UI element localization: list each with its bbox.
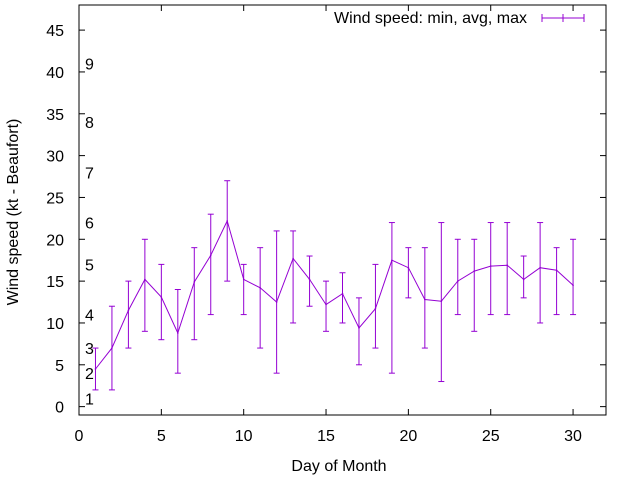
avg-point xyxy=(456,280,459,282)
error-bar xyxy=(306,255,313,307)
error-bar xyxy=(125,280,132,349)
error-bar xyxy=(257,247,264,349)
beaufort-label: 8 xyxy=(85,115,94,132)
avg-point xyxy=(407,266,410,269)
y-tick-label: 45 xyxy=(46,23,64,40)
error-bar xyxy=(504,222,511,316)
error-bar xyxy=(224,180,231,282)
error-bar xyxy=(537,222,544,324)
error-bar xyxy=(487,222,494,316)
y-axis-label: Wind speed (kt - Beaufort) xyxy=(5,119,22,306)
x-tick-label: 20 xyxy=(399,428,417,445)
beaufort-label: 4 xyxy=(85,308,94,325)
error-bar xyxy=(191,247,198,341)
x-tick-label: 30 xyxy=(564,428,582,445)
avg-point xyxy=(341,292,344,295)
avg-point xyxy=(177,332,179,334)
error-bar xyxy=(158,263,165,341)
beaufort-label: 7 xyxy=(85,165,94,182)
avg-point xyxy=(111,347,113,349)
avg-line-layer xyxy=(94,219,574,370)
beaufort-scale: 1 2 3 4 5 6 7 8 9 xyxy=(85,57,94,409)
y-tick-label: 0 xyxy=(55,400,64,417)
error-bar xyxy=(355,297,362,366)
avg-point xyxy=(325,303,327,306)
y-tick-label: 25 xyxy=(46,190,64,207)
avg-point xyxy=(522,278,525,281)
beaufort-label: 9 xyxy=(85,57,94,74)
error-bar xyxy=(372,263,379,349)
legend-sample-line xyxy=(541,14,585,22)
plot-border xyxy=(78,4,607,416)
avg-point xyxy=(506,264,508,267)
error-bar xyxy=(240,263,247,316)
y-tick-label: 40 xyxy=(46,65,64,82)
beaufort-label: 1 xyxy=(85,391,94,408)
error-bar xyxy=(438,222,445,383)
avg-point xyxy=(374,307,377,310)
y-tick-label: 10 xyxy=(46,316,64,333)
avg-point xyxy=(424,298,426,301)
x-tick-label: 5 xyxy=(157,428,166,445)
avg-point xyxy=(209,254,212,256)
x-tick-label: 25 xyxy=(482,428,500,445)
avg-point xyxy=(275,301,278,303)
avg-point xyxy=(259,287,261,289)
error-bar xyxy=(471,238,478,332)
error-bar xyxy=(520,255,527,299)
y-tick-label: 35 xyxy=(46,107,64,124)
y-tick-label: 20 xyxy=(46,232,64,249)
avg-series-line xyxy=(95,219,574,370)
error-bar xyxy=(141,238,148,332)
avg-point xyxy=(292,257,294,260)
y-tick-label: 30 xyxy=(46,149,64,166)
error-bars xyxy=(92,180,577,391)
error-bar xyxy=(553,247,560,316)
error-bar xyxy=(290,230,297,324)
avg-point xyxy=(193,281,196,283)
avg-point xyxy=(144,278,146,281)
error-bar xyxy=(207,213,214,316)
avg-point xyxy=(391,259,393,262)
legend: Wind speed: min, avg, max xyxy=(334,10,585,27)
y-tick-label: 15 xyxy=(46,274,64,291)
avg-point xyxy=(358,327,360,329)
error-bar xyxy=(388,222,395,374)
avg-point xyxy=(555,269,558,272)
error-bar xyxy=(174,288,181,374)
avg-point xyxy=(94,368,97,370)
beaufort-label: 5 xyxy=(85,257,94,274)
legend-label: Wind speed: min, avg, max xyxy=(334,10,527,27)
avg-point xyxy=(473,270,476,272)
y-tick-label: 5 xyxy=(55,358,64,375)
avg-point xyxy=(440,300,443,303)
avg-point xyxy=(572,284,574,287)
x-tick-label: 0 xyxy=(75,428,84,445)
error-bar xyxy=(421,247,428,349)
error-bar xyxy=(405,247,412,299)
x-tick-label: 15 xyxy=(317,428,335,445)
avg-point xyxy=(127,309,130,312)
error-bar xyxy=(339,272,346,324)
avg-point xyxy=(489,265,492,267)
beaufort-label: 2 xyxy=(85,366,94,383)
error-bar xyxy=(454,238,461,316)
x-tick-label: 10 xyxy=(235,428,253,445)
beaufort-label: 6 xyxy=(85,216,94,233)
x-axis-label: Day of Month xyxy=(291,458,386,475)
beaufort-label: 3 xyxy=(85,341,94,358)
avg-point xyxy=(160,296,163,298)
error-bar xyxy=(323,280,330,332)
avg-point xyxy=(242,278,245,281)
error-bar xyxy=(570,238,577,316)
avg-point xyxy=(539,266,541,269)
avg-point xyxy=(226,220,229,222)
avg-point xyxy=(308,278,311,281)
